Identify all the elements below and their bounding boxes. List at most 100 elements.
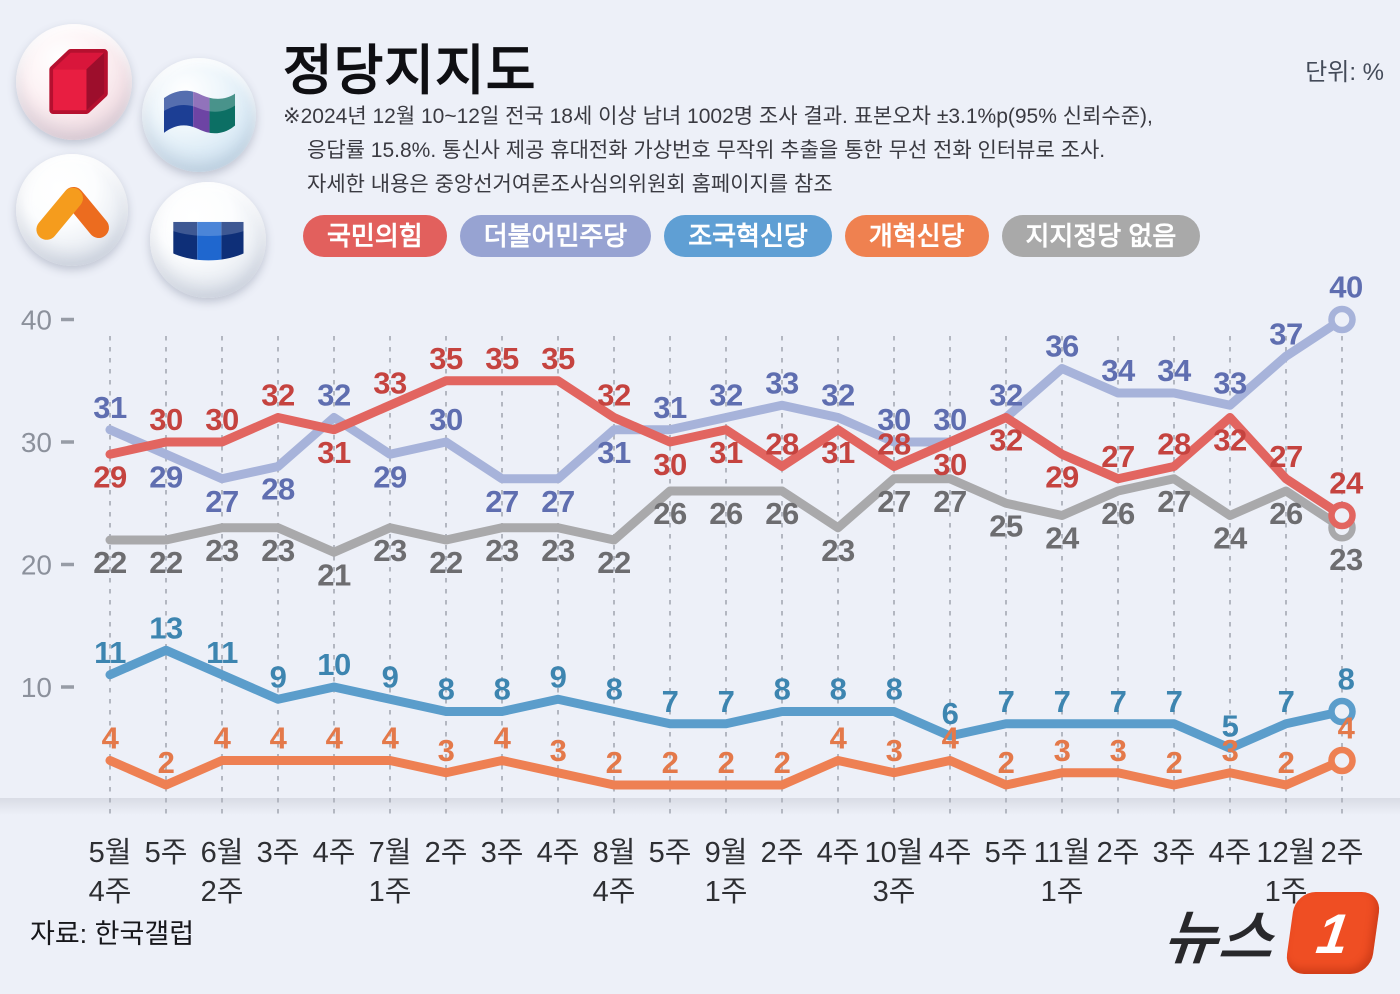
- data-label: 23: [205, 533, 239, 568]
- x-tick-label: 2주: [201, 876, 244, 908]
- data-label: 32: [989, 423, 1022, 458]
- x-tick-label: 7월: [369, 836, 412, 869]
- data-label: 4: [1338, 711, 1356, 746]
- x-tick-label: 5주: [985, 837, 1028, 869]
- x-tick-label: 3주: [481, 837, 524, 869]
- data-label: 33: [765, 365, 799, 400]
- y-tick-label: 20: [21, 550, 52, 581]
- data-label: 7: [1110, 684, 1127, 719]
- data-label: 22: [149, 545, 182, 580]
- series-line-3: [105, 645, 1356, 753]
- axis-band: [0, 798, 1400, 815]
- data-label: 4: [326, 721, 344, 756]
- data-label: 31: [317, 435, 351, 470]
- unit-label: 단위: %: [1305, 59, 1384, 86]
- data-label: 25: [989, 508, 1023, 543]
- data-label: 32: [1213, 423, 1246, 458]
- series-line-2: [105, 376, 1356, 530]
- data-label: 2: [774, 745, 791, 780]
- data-label: 32: [597, 378, 630, 413]
- data-label: 24: [1045, 521, 1080, 556]
- series-labels-4: 4 2 4 4 4 4 3 4 3 2 2 2 2 4 3 4 2 3 3 2 3 2 4: [102, 711, 1357, 781]
- data-label: 30: [877, 402, 910, 437]
- data-label: 9: [270, 659, 287, 694]
- data-label: 32: [989, 378, 1022, 413]
- data-label: 30: [429, 402, 462, 437]
- data-label: 8: [774, 672, 791, 707]
- y-tick-label: 40: [21, 305, 52, 336]
- data-label: 23: [373, 533, 407, 568]
- data-label: 8: [606, 672, 623, 707]
- data-label: 27: [933, 484, 966, 519]
- x-tick-label: 3주: [1153, 837, 1196, 869]
- y-tick-label: 30: [21, 427, 52, 458]
- data-label: 27: [877, 484, 910, 519]
- data-label: 7: [1166, 684, 1183, 719]
- x-tick-label: 4주: [537, 837, 580, 869]
- data-label: 13: [149, 610, 183, 645]
- x-tick-label: 9월: [705, 836, 748, 869]
- data-label: 8: [494, 672, 511, 707]
- x-tick-label: 1주: [1041, 876, 1084, 908]
- end-marker: [1328, 501, 1356, 530]
- data-label: 2: [158, 745, 175, 780]
- data-label: 23: [541, 533, 575, 568]
- data-label: 27: [1269, 439, 1302, 474]
- x-tick-label: 8월: [593, 836, 636, 869]
- data-label: 35: [541, 341, 575, 376]
- data-label: 31: [653, 390, 687, 425]
- data-label: 27: [1101, 439, 1134, 474]
- data-label: 26: [709, 496, 743, 531]
- x-tick-label: 1주: [369, 876, 412, 908]
- data-label: 4: [102, 721, 120, 756]
- data-label: 8: [886, 672, 903, 707]
- data-label: 2: [662, 745, 679, 780]
- page-title: 정당지지도: [283, 41, 537, 101]
- data-label: 36: [1045, 329, 1079, 364]
- data-label: 31: [93, 390, 127, 425]
- end-marker: [1328, 305, 1356, 334]
- data-label: 3: [550, 733, 567, 768]
- data-label: 8: [1338, 662, 1355, 697]
- data-label: 30: [933, 447, 966, 482]
- wave-flag-icon: [164, 91, 236, 134]
- data-label: 35: [485, 341, 519, 376]
- news1-logo: 뉴스 1: [1161, 891, 1382, 975]
- data-label: 32: [317, 378, 350, 413]
- data-label: 6: [942, 696, 959, 731]
- data-label: 8: [830, 672, 847, 707]
- data-label: 4: [214, 721, 232, 756]
- data-label: 40: [1329, 270, 1362, 305]
- data-label: 7: [1278, 684, 1295, 719]
- x-tick-label: 12월: [1257, 836, 1316, 869]
- series-labels-3: 11 13 11 9 10 9 8 8 9 8 7 7 8 8 8 6 7 7 7 7 5 7 8: [94, 610, 1355, 743]
- data-label: 10: [317, 647, 350, 682]
- data-label: 26: [653, 496, 687, 531]
- data-label: 32: [261, 378, 294, 413]
- data-label: 30: [653, 447, 686, 482]
- data-label: 7: [718, 684, 735, 719]
- data-label: 31: [821, 435, 855, 470]
- data-label: 30: [149, 402, 182, 437]
- series-labels-0: 22 22 23 23 21 23 22 23 23 22 26 26 26 23 27 27 25 24 26 27…: [93, 484, 1363, 593]
- x-tick-label: 11월: [1034, 836, 1091, 869]
- x-tick-label: 2주: [425, 837, 468, 869]
- reform-logo-icon: [16, 154, 128, 266]
- data-label: 22: [93, 545, 126, 580]
- legend-pill-none: 지지정당 없음: [1001, 215, 1201, 257]
- data-label: 2: [718, 745, 735, 780]
- data-label: 5: [1222, 708, 1239, 743]
- data-label: 2: [606, 745, 623, 780]
- data-label: 33: [373, 365, 407, 400]
- data-label: 7: [662, 684, 679, 719]
- survey-notes: ※2024년 12월 10~12일 전국 18세 이상 남녀 1002명 조사 …: [283, 100, 1153, 202]
- x-tick-label: 2주: [761, 837, 804, 869]
- survey-note-line: 응답률 15.8%. 통신사 제공 휴대전화 가상번호 무작위 추출을 통한 무…: [307, 139, 1106, 162]
- data-label: 28: [765, 427, 799, 462]
- data-label: 3: [886, 733, 903, 768]
- y-tick-label: 10: [21, 672, 52, 703]
- orange-chevron-icon: [36, 187, 110, 241]
